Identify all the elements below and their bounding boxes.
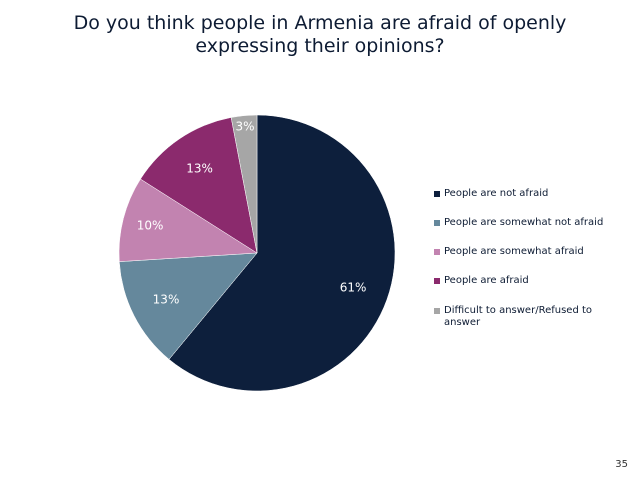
legend-item-afraid: People are afraid (434, 275, 529, 287)
legend-item-somewhat-afraid: People are somewhat afraid (434, 246, 584, 258)
pie-slice-somewhat-afraid (118, 178, 258, 262)
legend-swatch (434, 191, 440, 197)
page-number: 35 (615, 459, 628, 470)
legend-label: Difficult to answer/Refused to answer (444, 305, 593, 328)
pie-slice-difficult-refused (230, 114, 258, 254)
legend-swatch (434, 308, 440, 314)
legend-swatch (434, 220, 440, 226)
data-label-not-afraid: 61% (340, 281, 367, 295)
chart-title: Do you think people in Armenia are afrai… (73, 12, 567, 57)
legend-label: People are somewhat afraid (444, 246, 584, 257)
pie-slice-not-afraid (168, 114, 396, 392)
legend-swatch (434, 278, 440, 284)
data-label-somewhat-afraid: 10% (137, 219, 164, 233)
data-label-difficult-refused: 3% (236, 120, 255, 134)
legend-label: People are afraid (444, 275, 529, 286)
pie-slice-afraid (140, 117, 258, 254)
pie-slice-somewhat-not-afraid (119, 252, 258, 360)
legend-label: People are somewhat not afraid (444, 217, 604, 228)
legend-item-not-afraid: People are not afraid (434, 188, 548, 200)
legend-item-difficult-refused: Difficult to answer/Refused to answer (434, 305, 614, 329)
legend-item-somewhat-not-afraid: People are somewhat not afraid (434, 217, 603, 229)
legend-label: People are not afraid (444, 188, 549, 199)
data-label-afraid: 13% (186, 162, 213, 176)
legend-swatch (434, 249, 440, 255)
data-label-somewhat-not-afraid: 13% (153, 292, 180, 306)
